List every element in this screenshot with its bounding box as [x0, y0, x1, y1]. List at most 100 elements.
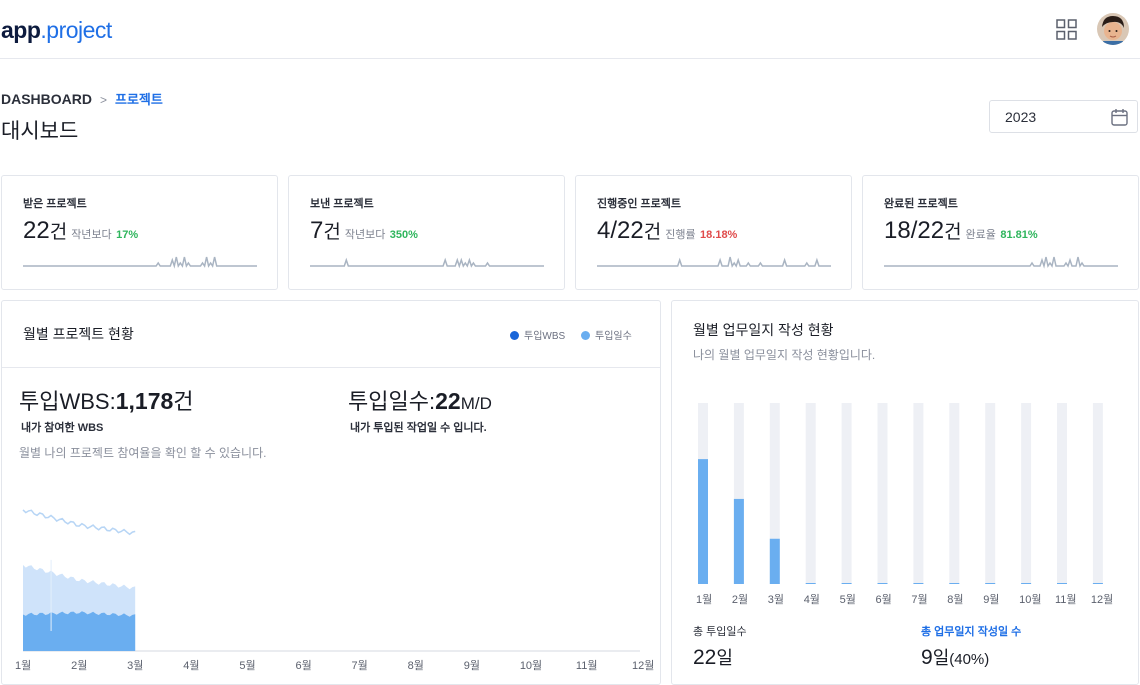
days-prefix: 투입일수	[348, 389, 429, 414]
breadcrumb-separator: >	[100, 93, 108, 107]
grid-icon[interactable]	[1056, 19, 1077, 40]
bar-value[interactable]	[733, 498, 744, 584]
written-days: 9일(40%)	[921, 644, 989, 670]
kpi-value: 18/22	[884, 217, 945, 244]
kpi-card-in-progress[interactable]: 진행중인 프로젝트 4/22건 진행률 18.18%	[575, 175, 852, 290]
month-tick-label: 1월	[15, 660, 32, 672]
year-picker[interactable]: 2023	[989, 100, 1138, 133]
kpi-percent: 18.18%	[700, 229, 738, 241]
bar-value[interactable]	[913, 583, 924, 584]
month-tick-label: 3월	[767, 594, 785, 606]
bar-value[interactable]	[841, 583, 852, 584]
days-unit: M/D	[460, 394, 492, 413]
kpi-percent: 17%	[116, 229, 139, 241]
kpi-sparkline	[884, 256, 1118, 269]
kpi-title: 보낸 프로젝트	[310, 198, 374, 210]
kpi-card-received[interactable]: 받은 프로젝트 22건 작년보다 17%	[1, 175, 278, 290]
month-tick-label: 11월	[1055, 594, 1077, 606]
bar-chart	[698, 403, 1103, 584]
month-tick-label: 12월	[1090, 594, 1114, 606]
app-logo[interactable]: app.project	[1, 17, 112, 44]
bar-track	[805, 403, 816, 584]
legend-item-wbs[interactable]: 투입WBS	[510, 327, 565, 342]
month-tick-label: 6월	[875, 594, 892, 606]
bar-value[interactable]	[1092, 583, 1103, 584]
bar-track	[985, 403, 996, 584]
month-tick-label: 10월	[1019, 594, 1042, 606]
bar-track	[1021, 403, 1032, 584]
kpi-unit: 건	[323, 222, 341, 243]
month-tick-label: 9월	[983, 594, 1000, 606]
sparkline-path	[310, 257, 544, 269]
sparkline-path	[884, 256, 1118, 269]
legend-dot-icon	[510, 331, 519, 340]
bar-value[interactable]	[985, 583, 996, 584]
legend-label: 투입일수	[595, 331, 632, 342]
kpi-sparkline	[310, 257, 544, 269]
kpi-title: 완료된 프로젝트	[884, 198, 958, 210]
month-tick-label: 10월	[519, 660, 543, 672]
page-title: 대시보드	[1, 120, 79, 143]
legend-dot-icon	[581, 331, 590, 340]
sparkline-path	[23, 256, 257, 269]
written-days-label: 총 업무일지 작성일 수	[921, 626, 1022, 638]
month-tick-label: 12월	[632, 660, 655, 672]
breadcrumb-current[interactable]: 프로젝트	[115, 92, 163, 107]
month-tick-label: 8월	[407, 660, 424, 672]
bar-value[interactable]	[877, 583, 888, 584]
card-title: 월별 업무일지 작성 현황	[693, 322, 834, 338]
month-tick-label: 6월	[295, 660, 312, 672]
kpi-subtext: 완료율	[965, 229, 996, 241]
logo-part-2: .project	[40, 17, 112, 43]
month-tick-label: 2월	[71, 660, 88, 672]
month-tick-label: 1월	[696, 594, 713, 606]
card-description: 월별 나의 프로젝트 참여율을 확인 할 수 있습니다.	[19, 446, 267, 460]
kpi-subtext: 작년보다	[71, 229, 112, 241]
user-avatar-icon[interactable]	[1097, 13, 1129, 45]
kpi-subtext: 진행률	[665, 229, 696, 241]
wbs-label: 내가 참여한 WBS	[21, 422, 104, 434]
kpi-card-completed[interactable]: 완료된 프로젝트 18/22건 완료율 81.81%	[862, 175, 1139, 290]
legend-item-days[interactable]: 투입일수	[581, 327, 632, 342]
days-value: 22	[435, 388, 461, 414]
month-tick-label: 9월	[463, 660, 480, 672]
month-tick-label: 7월	[911, 594, 928, 606]
month-tick-label: 2월	[731, 594, 749, 606]
month-tick-label: 5월	[839, 594, 856, 606]
month-tick-label: 4월	[183, 660, 200, 672]
bar-value[interactable]	[949, 583, 960, 584]
month-tick-label: 8월	[947, 594, 964, 606]
series-area-wbs	[23, 611, 136, 651]
wbs-colon: :	[109, 389, 116, 414]
wbs-unit: 건	[173, 389, 194, 414]
calendar-icon[interactable]	[1111, 108, 1128, 126]
kpi-unit: 건	[643, 222, 662, 243]
breadcrumb-root[interactable]: DASHBOARD	[1, 91, 92, 107]
card-title: 월별 프로젝트 현황	[23, 326, 134, 342]
kpi-unit: 건	[944, 222, 962, 243]
wbs-stat: 투입WBS:1,178건	[19, 384, 194, 416]
bar-value[interactable]	[698, 459, 708, 584]
wbs-prefix: 투입WBS	[19, 389, 110, 414]
bar-value[interactable]	[1021, 583, 1032, 584]
kpi-value: 7	[310, 217, 324, 244]
monthly-project-card: 월별 프로젝트 현황 투입WBS 투입일수 투입WBS:1,178건 내가 참여…	[1, 300, 661, 685]
kpi-unit: 건	[49, 222, 68, 243]
bar-value[interactable]	[805, 583, 816, 584]
legend-label: 투입WBS	[524, 331, 566, 342]
kpi-subtext: 작년보다	[344, 229, 386, 241]
kpi-title: 받은 프로젝트	[23, 198, 87, 210]
card-subtitle: 나의 월별 업무일지 작성 현황입니다.	[693, 348, 876, 362]
days-stat: 투입일수:22M/D	[348, 384, 492, 416]
bar-value[interactable]	[769, 538, 780, 584]
bar-track	[841, 403, 852, 584]
card-divider	[2, 367, 660, 368]
worklog-card: 월별 업무일지 작성 현황 나의 월별 업무일지 작성 현황입니다. 1월 2월 3…	[671, 300, 1139, 685]
top-bar: app.project	[0, 0, 1140, 59]
bar-track	[733, 403, 744, 584]
month-tick-label: 11월	[575, 660, 598, 672]
kpi-value: 22	[23, 217, 50, 244]
bar-value[interactable]	[1057, 583, 1067, 584]
kpi-card-sent[interactable]: 보낸 프로젝트 7건 작년보다 350%	[288, 175, 565, 290]
days-label: 내가 투입된 작업일 수 입니다.	[350, 422, 487, 434]
